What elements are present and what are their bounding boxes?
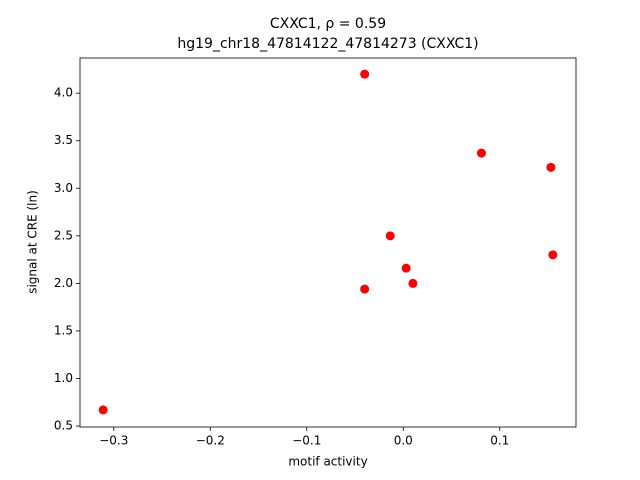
point (360, 69, 370, 79)
y-tick-label: 4.0 (54, 86, 73, 100)
point (401, 263, 411, 273)
x-tick-label: −0.2 (196, 434, 225, 448)
point (360, 284, 370, 294)
y-tick-label: 2.0 (54, 276, 73, 290)
point (546, 162, 556, 172)
y-tick-label: 3.5 (54, 133, 73, 147)
plot-frame (79, 57, 577, 428)
chart-subtitle: hg19_chr18_47814122_47814273 (CXXC1) (177, 36, 478, 52)
x-tick-label: 0.1 (490, 434, 509, 448)
x-tick-label: −0.1 (292, 434, 321, 448)
x-tick-label: 0.0 (394, 434, 413, 448)
y-tick-label: 0.5 (54, 419, 73, 433)
x-axis-label: motif activity (288, 455, 367, 469)
point (408, 278, 418, 288)
y-tick-label: 1.5 (54, 323, 73, 337)
y-axis-label: signal at CRE (ln) (26, 190, 40, 294)
point (98, 405, 108, 415)
x-tick-label: −0.3 (99, 434, 128, 448)
point (476, 148, 486, 158)
point (385, 231, 395, 241)
y-tick-label: 3.0 (54, 181, 73, 195)
chart-title: CXXC1, ρ = 0.59 (270, 16, 386, 32)
y-tick-label: 2.5 (54, 228, 73, 242)
y-tick-label: 1.0 (54, 371, 73, 385)
point (548, 250, 558, 260)
